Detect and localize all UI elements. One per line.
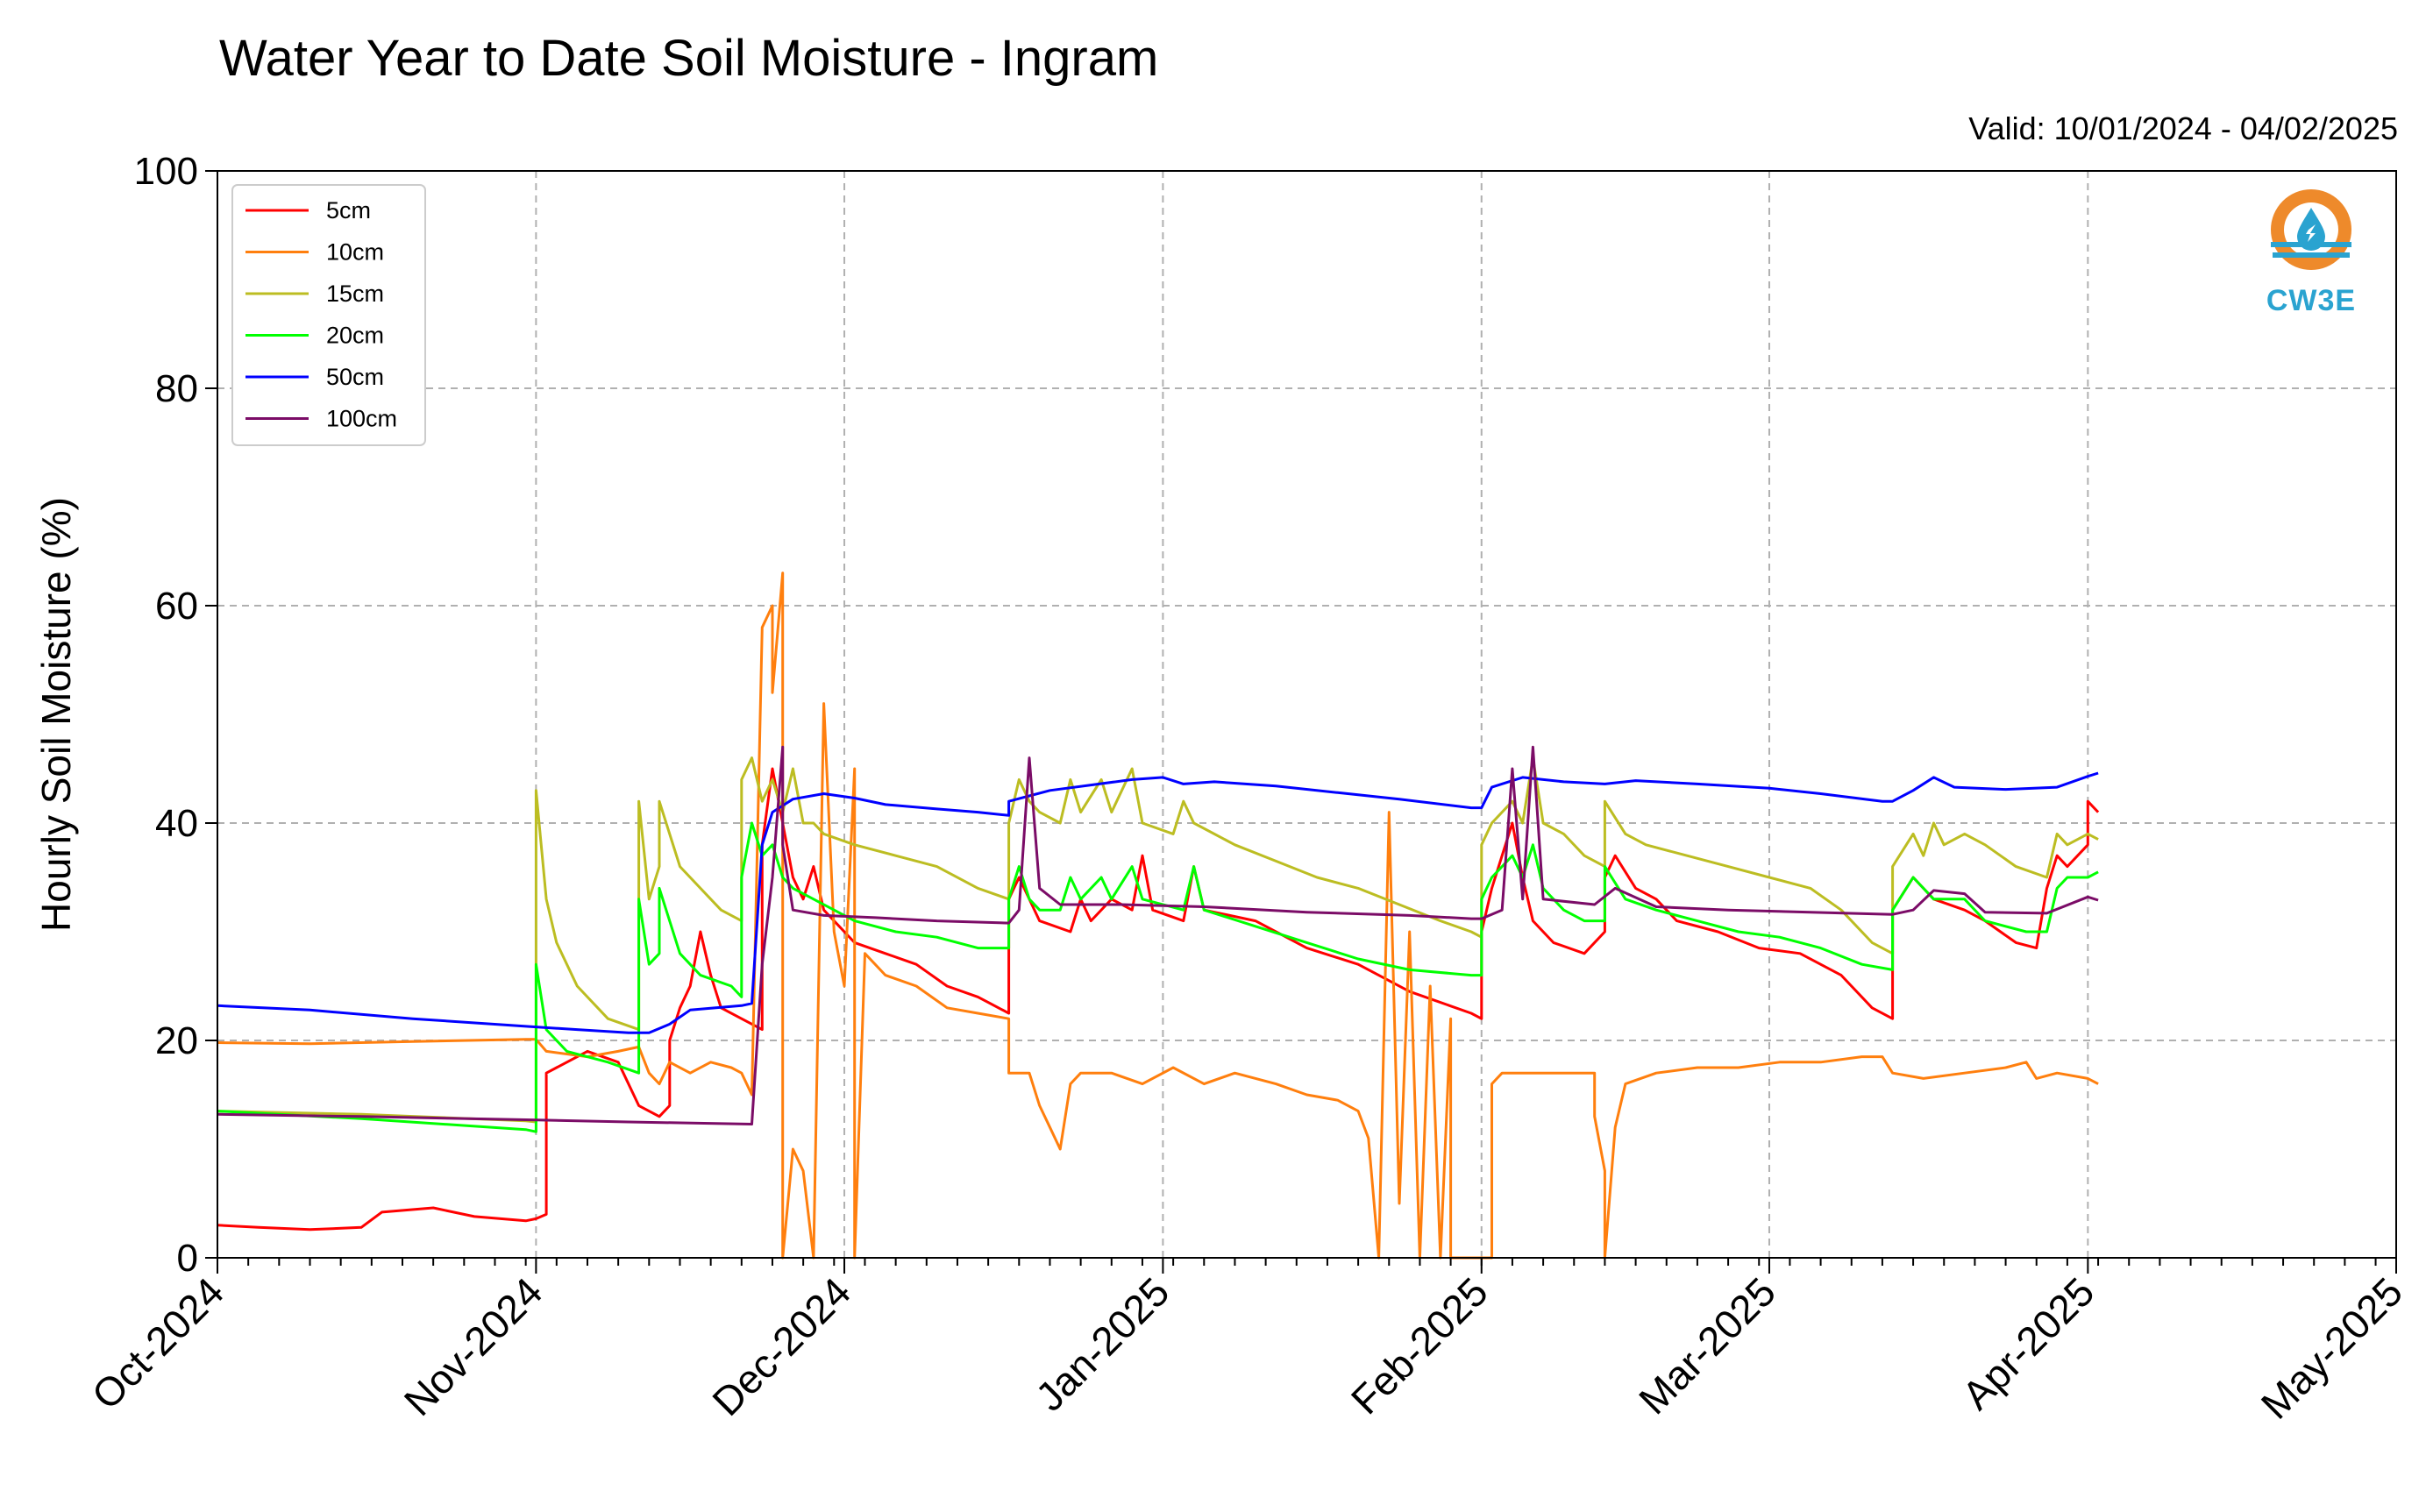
chart-title: Water Year to Date Soil Moisture - Ingra… [219,30,1158,87]
x-tick-label: May-2025 [2252,1268,2411,1427]
y-tick-label: 100 [134,150,198,193]
x-tick-label: Mar-2025 [1630,1268,1784,1423]
y-tick-label: 0 [177,1237,198,1280]
logo-text: CW3E [2266,284,2356,317]
x-tick-label: Apr-2025 [1953,1268,2103,1418]
y-tick-label: 80 [155,367,198,410]
y-tick-label: 20 [155,1019,198,1062]
series-line-5cm [217,767,2100,1232]
legend-label-5cm: 5cm [326,197,371,224]
legend-label-10cm: 10cm [326,239,384,266]
cw3e-logo: CW3E [2266,189,2356,317]
valid-date-range: Valid: 10/01/2024 - 04/02/2025 [1968,110,2398,146]
y-axis-ticks: 0 20 40 60 80 100 [134,150,217,1280]
y-tick-label: 40 [155,802,198,845]
x-tick-label: Jan-2025 [1027,1268,1177,1419]
plot-frame [217,170,2397,1259]
x-minor-ticks [217,1258,2377,1266]
x-tick-label: Nov-2024 [395,1268,551,1424]
series-line-100cm [217,745,2099,1125]
legend-label-100cm: 100cm [326,406,397,432]
water-drop-icon [2271,189,2351,270]
series-line-50cm [217,771,2099,1034]
legend-label-15cm: 15cm [326,280,384,307]
series-line-15cm [217,756,2099,1124]
legend: 5cm 10cm 15cm 20cm 50cm 100cm [231,184,426,446]
legend-box [231,184,426,446]
x-tick-label: Oct-2024 [83,1268,233,1418]
series-line-10cm [217,571,2099,1260]
legend-label-20cm: 20cm [326,323,384,349]
series-lines [217,571,2100,1260]
x-axis-ticks: Oct-2024 Nov-2024 Dec-2024 Jan-2025 Feb-2025… [83,1258,2411,1428]
x-tick-label: Dec-2024 [703,1268,859,1424]
legend-label-50cm: 50cm [326,364,384,390]
y-axis-label: Hourly Soil Moisture (%) [33,497,79,932]
y-tick-label: 60 [155,585,198,628]
x-tick-label: Feb-2025 [1342,1268,1497,1423]
series-line-20cm [217,821,2099,1133]
